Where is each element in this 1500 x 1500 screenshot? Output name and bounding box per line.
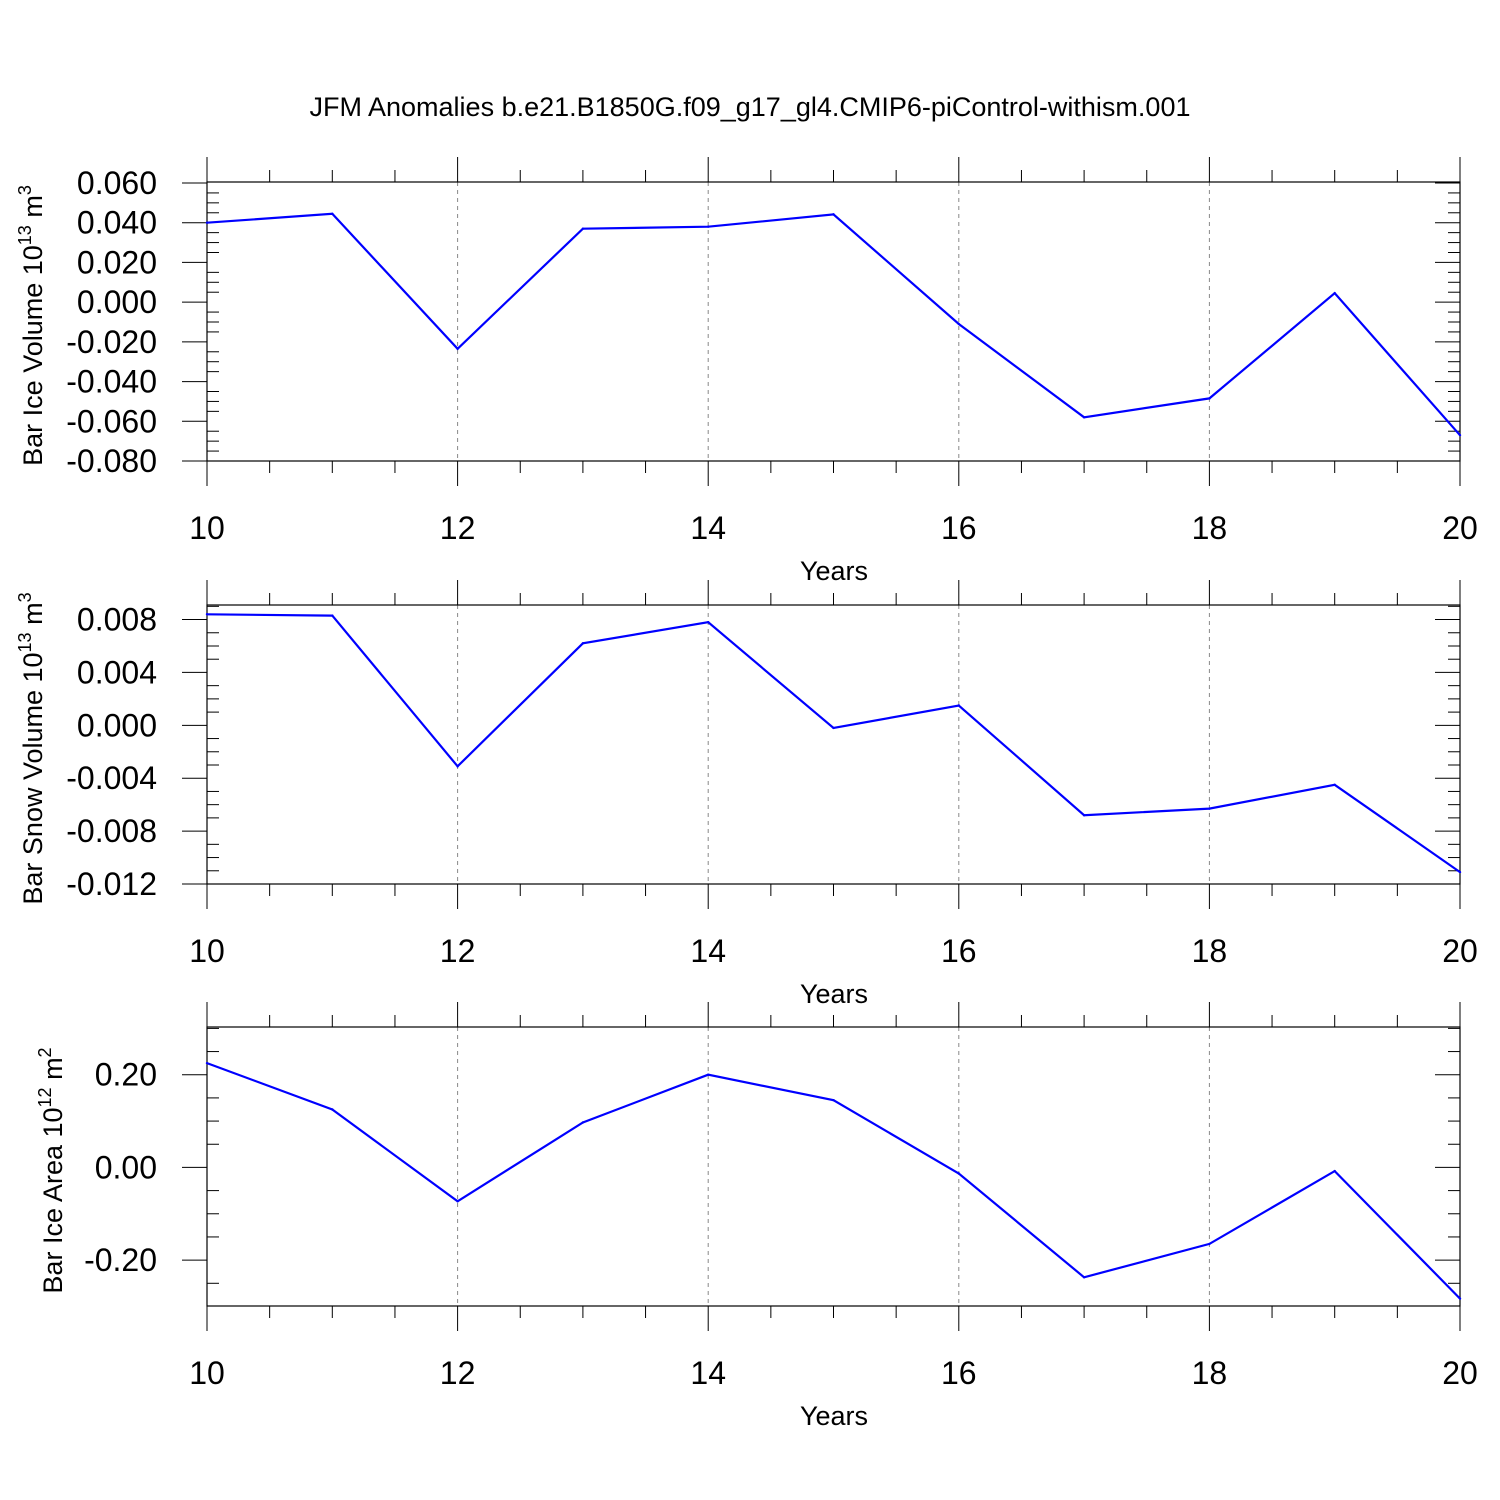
panel-3: -0.20 0.00 0.20 10 12 14 16 18 20 Years Bar Ice Ar… [35,1002,1478,1431]
data-point [1208,397,1211,400]
series-line [206,613,1461,874]
y-tick-label: -0.020 [66,324,157,360]
data-point [1208,807,1211,810]
x-tick-label: 16 [941,1355,977,1391]
data-point [1208,1242,1211,1246]
data-point [1082,416,1086,419]
data-point [707,1073,710,1076]
x-tick-label: 16 [941,510,977,546]
data-point [581,642,585,645]
data-point [707,620,710,624]
y-axis-label: Bar Snow Volume 1013 m3 [15,592,48,904]
x-tick-label: 10 [189,510,225,546]
x-tick-label: 12 [440,933,476,969]
x-tick-label: 20 [1442,933,1478,969]
y-tick-label: -0.080 [66,443,157,479]
y-tick-label: 0.000 [77,707,157,743]
data-point [1458,870,1462,874]
series-line [206,212,1461,436]
data-point [331,212,334,215]
data-point [456,1200,459,1203]
y-tick-label: -0.040 [66,364,157,400]
x-tick-label: 12 [440,510,476,546]
y-tick-label: 0.020 [77,244,157,280]
data-point [707,225,710,228]
y-tick-label: 0.000 [77,284,157,320]
y-tick-label: -0.20 [84,1242,157,1278]
x-tick-label: 12 [440,1355,476,1391]
data-point [1082,1276,1086,1279]
data-point [1333,783,1336,787]
y-axis-label: Bar Ice Volume 1013 m3 [15,185,48,466]
plot-frame [206,604,1461,885]
data-point [331,1108,334,1111]
y-tick-label: -0.008 [66,813,157,849]
x-tick-label: 20 [1442,1355,1478,1391]
x-tick-label: 14 [690,933,726,969]
data-point [1458,1297,1462,1300]
data-point [957,704,960,707]
x-tick-label: 16 [941,933,977,969]
data-point [581,1121,585,1124]
y-tick-label: 0.060 [77,165,157,201]
data-point [1333,1169,1336,1173]
y-tick-label: -0.012 [66,866,157,902]
data-point [205,221,209,224]
data-point [456,347,459,351]
data-point [832,213,835,216]
plot-frame [206,1026,1461,1307]
x-tick-label: 14 [690,510,726,546]
x-axis-label: Years [800,1401,868,1431]
x-tick-label: 10 [189,1355,225,1391]
data-point [957,322,960,326]
x-tick-label: 10 [189,933,225,969]
y-axis-label: Bar Ice Area 1012 m2 [35,1047,68,1293]
data-point [1458,433,1462,437]
x-tick-label: 20 [1442,510,1478,546]
data-point [205,1061,209,1065]
y-tick-label: 0.00 [95,1149,157,1185]
x-axis-label: Years [800,979,868,1009]
data-point [832,726,835,730]
y-tick-label: 0.040 [77,205,157,241]
series-line [206,1062,1461,1300]
data-point [331,614,334,617]
x-axis-label: Years [800,556,868,586]
y-tick-label: 0.004 [77,654,157,690]
data-point [1333,292,1336,295]
y-tick-label: 0.20 [95,1057,157,1093]
figure-title: JFM Anomalies b.e21.B1850G.f09_g17_gl4.C… [309,92,1191,122]
data-point [957,1172,960,1175]
plot-frame [206,181,1461,462]
y-tick-label: -0.060 [66,403,157,439]
x-tick-label: 18 [1192,510,1228,546]
panel-2: -0.012 -0.008 -0.004 0.000 0.004 0.008 10 12 14 1… [15,580,1478,1009]
x-tick-label: 18 [1192,933,1228,969]
x-tick-label: 14 [690,1355,726,1391]
data-point [581,227,585,230]
data-point [832,1099,835,1102]
data-point [456,765,459,768]
x-tick-label: 18 [1192,1355,1228,1391]
y-tick-label: 0.008 [77,602,157,638]
y-tick-label: -0.004 [66,760,157,796]
data-point [205,613,209,616]
data-point [1082,814,1086,817]
